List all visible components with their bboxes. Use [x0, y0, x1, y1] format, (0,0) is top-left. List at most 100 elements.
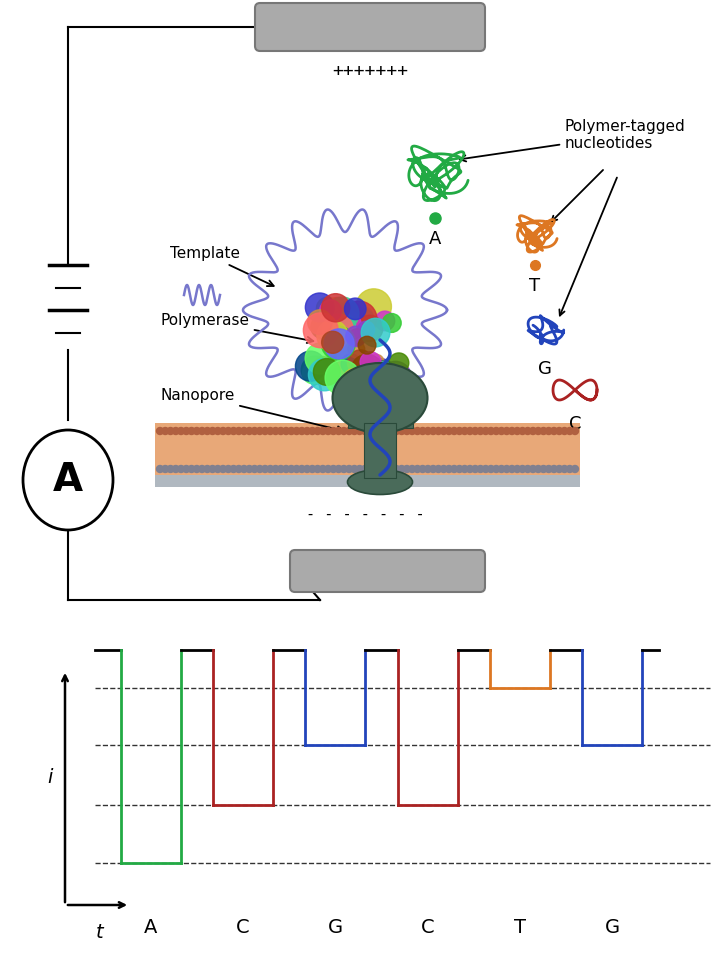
- Circle shape: [348, 329, 365, 346]
- Circle shape: [256, 427, 264, 435]
- Circle shape: [372, 427, 379, 435]
- Text: T: T: [514, 918, 526, 937]
- Circle shape: [451, 427, 457, 435]
- Circle shape: [571, 427, 579, 435]
- Circle shape: [272, 427, 279, 435]
- Text: i: i: [47, 768, 53, 787]
- Circle shape: [343, 369, 364, 390]
- Circle shape: [446, 427, 452, 435]
- Circle shape: [340, 466, 347, 472]
- Circle shape: [409, 427, 416, 435]
- Text: Nanopore: Nanopore: [160, 388, 343, 432]
- Circle shape: [321, 326, 355, 360]
- Text: G: G: [538, 360, 552, 378]
- Circle shape: [314, 427, 321, 435]
- Circle shape: [514, 466, 521, 472]
- Text: T: T: [529, 277, 541, 295]
- Circle shape: [367, 354, 384, 372]
- Circle shape: [188, 466, 195, 472]
- Circle shape: [393, 427, 400, 435]
- Circle shape: [162, 466, 168, 472]
- Circle shape: [425, 427, 431, 435]
- Circle shape: [235, 466, 242, 472]
- Circle shape: [389, 353, 409, 372]
- Circle shape: [172, 466, 179, 472]
- Circle shape: [287, 427, 295, 435]
- Circle shape: [451, 466, 457, 472]
- Circle shape: [346, 326, 366, 347]
- FancyBboxPatch shape: [255, 3, 485, 51]
- Circle shape: [367, 466, 374, 472]
- Ellipse shape: [333, 363, 428, 433]
- Circle shape: [482, 466, 489, 472]
- Circle shape: [303, 427, 311, 435]
- FancyBboxPatch shape: [155, 423, 580, 478]
- Circle shape: [157, 466, 163, 472]
- Circle shape: [435, 427, 442, 435]
- Circle shape: [529, 466, 537, 472]
- Circle shape: [356, 466, 363, 472]
- Circle shape: [162, 427, 168, 435]
- Circle shape: [319, 300, 341, 322]
- Circle shape: [303, 363, 324, 384]
- Text: G: G: [328, 918, 343, 937]
- Circle shape: [440, 466, 447, 472]
- Circle shape: [356, 289, 391, 324]
- Circle shape: [225, 427, 232, 435]
- Circle shape: [322, 298, 352, 327]
- Circle shape: [330, 427, 337, 435]
- Circle shape: [508, 427, 515, 435]
- Circle shape: [337, 301, 362, 327]
- Text: +++++++: +++++++: [332, 62, 408, 80]
- Circle shape: [456, 466, 463, 472]
- Circle shape: [388, 427, 395, 435]
- Circle shape: [493, 466, 499, 472]
- Text: Template: Template: [170, 246, 274, 286]
- Circle shape: [251, 466, 258, 472]
- Circle shape: [188, 427, 195, 435]
- Circle shape: [372, 361, 393, 383]
- Circle shape: [178, 466, 184, 472]
- Circle shape: [571, 466, 579, 472]
- Circle shape: [329, 313, 356, 340]
- Circle shape: [322, 294, 350, 322]
- Circle shape: [354, 307, 373, 326]
- Circle shape: [335, 313, 363, 341]
- Circle shape: [303, 466, 311, 472]
- Circle shape: [219, 427, 227, 435]
- Text: - - - - - - -: - - - - - - -: [306, 507, 424, 522]
- Circle shape: [225, 466, 232, 472]
- Circle shape: [317, 321, 348, 351]
- Circle shape: [545, 466, 552, 472]
- Circle shape: [456, 427, 463, 435]
- Circle shape: [267, 427, 274, 435]
- Circle shape: [472, 427, 478, 435]
- Circle shape: [466, 466, 473, 472]
- Circle shape: [430, 466, 436, 472]
- Circle shape: [388, 466, 395, 472]
- Circle shape: [256, 466, 264, 472]
- FancyBboxPatch shape: [290, 550, 485, 592]
- Circle shape: [383, 427, 389, 435]
- Circle shape: [367, 427, 374, 435]
- Circle shape: [309, 427, 316, 435]
- Circle shape: [461, 466, 468, 472]
- Circle shape: [379, 361, 412, 394]
- Circle shape: [540, 466, 547, 472]
- Circle shape: [314, 356, 332, 373]
- Circle shape: [293, 427, 300, 435]
- Circle shape: [535, 466, 542, 472]
- Circle shape: [440, 427, 447, 435]
- Circle shape: [503, 427, 510, 435]
- Circle shape: [209, 466, 216, 472]
- Circle shape: [204, 427, 211, 435]
- Circle shape: [193, 427, 200, 435]
- Circle shape: [351, 427, 358, 435]
- Circle shape: [472, 466, 478, 472]
- Circle shape: [261, 427, 269, 435]
- Circle shape: [251, 427, 258, 435]
- Circle shape: [193, 466, 200, 472]
- Circle shape: [335, 427, 342, 435]
- Circle shape: [466, 427, 473, 435]
- Circle shape: [335, 466, 342, 472]
